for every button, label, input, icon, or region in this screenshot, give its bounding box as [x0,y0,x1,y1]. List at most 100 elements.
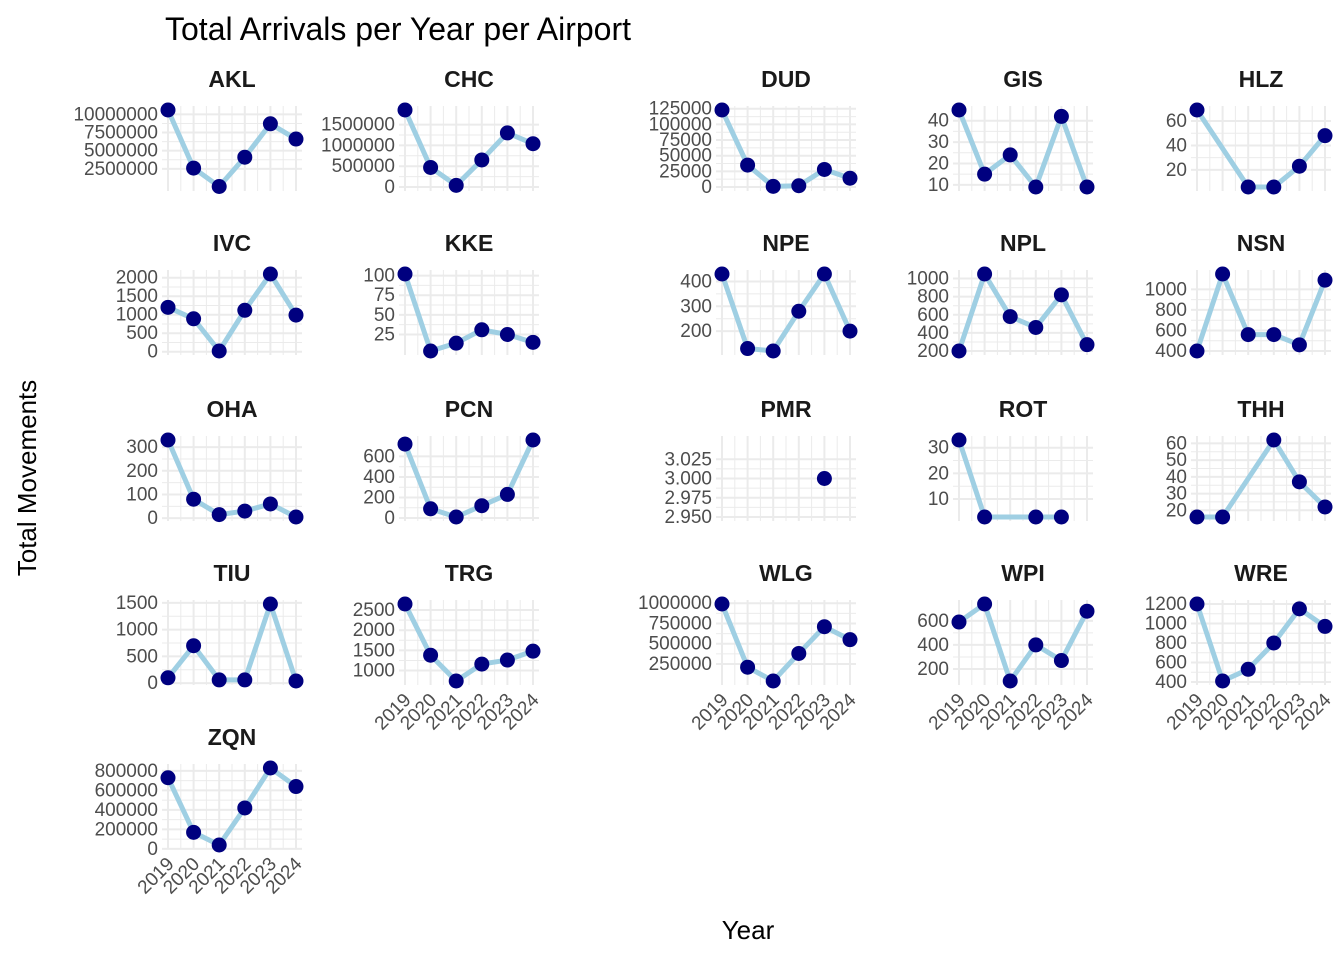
y-tick-label: 50000 [659,146,712,167]
y-tick-label: 75 [374,285,395,306]
y-tick-label: 10 [928,489,949,510]
data-point [186,160,202,176]
data-point [448,509,464,525]
data-point [288,509,304,525]
data-point [525,136,541,152]
data-point [765,673,781,689]
y-tick-label: 600 [917,611,949,632]
data-point [499,652,515,668]
y-tick-label: 5000000 [84,141,158,162]
data-point [288,307,304,323]
panel-tiu: TIU 0 500 1000 1500 [116,560,304,694]
data-point [423,501,439,517]
y-tick-label: 800 [917,287,949,308]
y-tick-label: 1000000 [321,135,395,156]
y-tick-label: 0 [701,177,712,198]
y-tick-label: 0 [147,342,158,363]
data-point [842,632,858,648]
y-tick-label: 40 [1166,467,1187,488]
series-line-segment [1220,437,1277,520]
y-tick-label: 40 [1166,135,1187,156]
series-line-segment [242,601,273,683]
y-tick-label: 0 [147,673,158,694]
panel-trg: TRG1000150020002500201920202021202220232… [353,560,544,734]
y-tick-label: 200 [126,461,158,482]
y-tick-label: 20 [1166,500,1187,521]
data-point [1002,147,1018,163]
data-point [448,673,464,689]
y-tick-label: 800 [1155,633,1187,654]
data-point [1266,432,1282,448]
y-tick-label: 2500 [353,600,395,621]
data-point [951,432,967,448]
series-line-segment [719,271,751,352]
data-point [237,302,253,318]
data-point [160,299,176,315]
panel-title: NPL [1000,230,1046,256]
data-point [448,177,464,193]
data-point [160,770,176,786]
y-tick-label: 250000 [649,654,712,675]
data-point [1266,635,1282,651]
series-line-segment [1296,277,1328,348]
data-point [1028,179,1044,195]
data-point [1291,158,1307,174]
series-line-segment [1058,292,1090,348]
series-line-segment [216,307,248,354]
data-point [1291,601,1307,617]
data-point [977,166,993,182]
panel-title: WLG [759,560,813,586]
series-line-segment [165,107,197,171]
series-line-segment [216,805,248,848]
y-tick-label: 400 [1155,341,1187,362]
data-point [816,266,832,282]
y-tick-label: 500000 [332,156,395,177]
y-tick-label: 1000 [907,269,949,290]
y-tick-label: 0 [147,839,158,860]
y-tick-label: 25 [374,325,395,346]
data-point [423,343,439,359]
series-line-segment [956,437,988,520]
panel-title: HLZ [1239,66,1284,92]
data-point [1028,319,1044,335]
y-tick-label: 30 [1166,484,1187,505]
y-tick-label: 1200 [1145,594,1187,615]
y-tick-label: 200 [363,487,395,508]
series-line-segment [982,601,1013,684]
data-point [397,266,413,282]
data-point [423,159,439,175]
y-tick-label: 600 [1155,652,1187,673]
data-point [186,311,202,327]
panel-title: NSN [1237,230,1286,256]
data-point [262,496,278,512]
y-tick-label: 400 [363,467,395,488]
data-point [237,149,253,165]
data-point [1189,343,1205,359]
series-line-segment [1058,608,1090,664]
data-point [474,656,490,672]
data-point [499,327,515,342]
series-line-segment [267,271,299,318]
y-tick-label: 1000 [116,620,158,641]
y-tick-label: 25000 [659,161,712,182]
data-point [211,343,227,359]
y-tick-label: 125000 [649,99,712,120]
series-line-segment [402,601,434,658]
data-point [842,170,858,186]
data-point [397,596,413,612]
data-point [1240,661,1256,677]
y-tick-label: 60 [1166,433,1187,454]
data-point [714,266,730,282]
data-point [1317,618,1333,634]
y-tick-label: 400000 [95,800,158,821]
y-tick-label: 0 [384,177,395,198]
data-point [288,779,304,795]
series-line-segment [1194,271,1226,354]
data-point [1079,337,1095,353]
y-tick-label: 300 [126,437,158,458]
data-point [1215,266,1231,282]
y-tick-label: 20 [928,463,949,484]
